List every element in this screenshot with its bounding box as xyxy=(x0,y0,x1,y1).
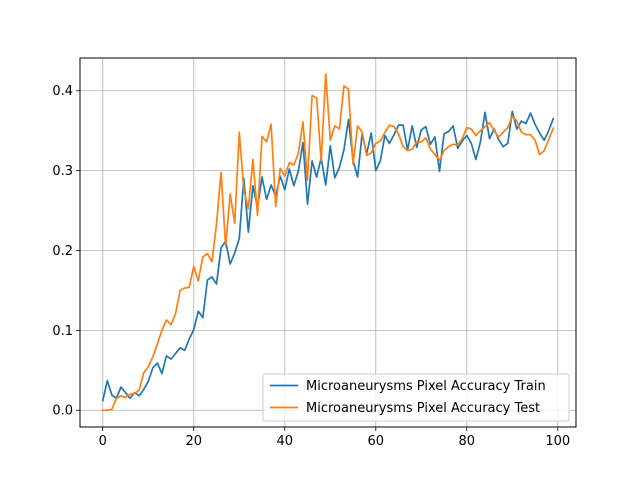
series-line-train xyxy=(101,110,555,402)
y-tick-label: 0.2 xyxy=(52,244,73,259)
plot-frame xyxy=(79,57,577,428)
series-line-test xyxy=(101,73,555,412)
legend-label-test: Microaneurysms Pixel Accuracy Test xyxy=(306,401,540,416)
y-tick-label: 0.1 xyxy=(52,324,73,339)
x-tick-label: 100 xyxy=(545,434,570,449)
x-tick-label: 0 xyxy=(99,434,107,449)
y-axis: 0.0 0.1 0.2 0.3 0.4 xyxy=(52,84,80,419)
legend-label-train: Microaneurysms Pixel Accuracy Train xyxy=(306,379,546,394)
y-tick-label: 0.0 xyxy=(52,404,73,419)
x-tick-label: 40 xyxy=(276,434,293,449)
legend: Microaneurysms Pixel Accuracy Train Micr… xyxy=(262,373,570,422)
x-tick-label: 60 xyxy=(368,434,385,449)
x-tick-label: 80 xyxy=(459,434,476,449)
x-axis: 0 20 40 60 80 100 xyxy=(99,427,570,449)
y-tick-label: 0.3 xyxy=(52,164,73,179)
series-layer xyxy=(101,73,555,412)
legend-box xyxy=(262,373,570,422)
grid-layer xyxy=(80,58,576,427)
x-tick-label: 20 xyxy=(185,434,202,449)
y-tick-label: 0.4 xyxy=(52,84,73,99)
